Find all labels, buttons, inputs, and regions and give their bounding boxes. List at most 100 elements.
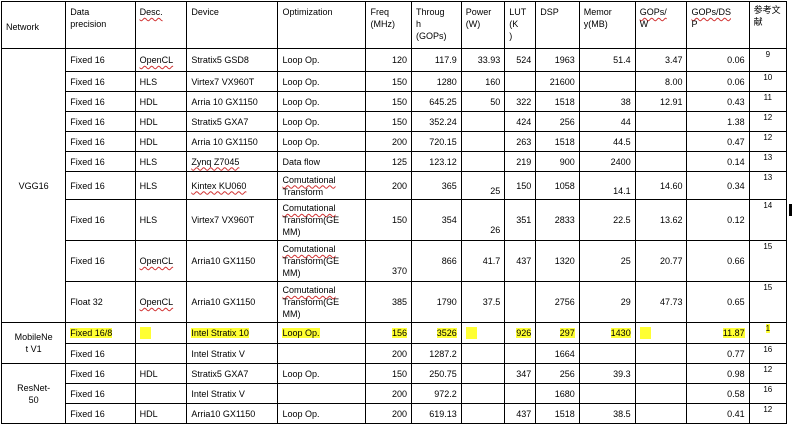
device-cell: Arria10 GX1150 [186,240,279,282]
device-cell: Arria 10 GX1150 [186,91,279,112]
table-row: Fixed 16 HLS Virtex7 VX960T Comutational… [2,199,788,241]
desc-cell: OpenCL [134,281,188,323]
dsp-cell: 2833 [535,199,580,241]
header-desc: Desc. [134,1,188,49]
header-optimization: Optimization [277,1,367,49]
gops-dsp-cell: 0.06 [686,71,750,92]
header-dsp: DSP [535,1,580,49]
throughput-cell: 1790 [411,281,462,323]
memory-cell: 29 [578,281,636,323]
optimization-cell: Loop Op. [277,111,367,132]
freq-cell: 150 [365,111,413,132]
gops-w-cell [634,363,688,384]
power-cell [460,403,506,424]
dsp-cell: 1680 [535,383,580,404]
ref-cell: 16 [748,383,788,404]
highlight-mark [465,327,477,340]
precision-cell: Fixed 16 [65,363,136,384]
desc-cell: HDL [134,403,188,424]
throughput-cell: 1280 [411,71,462,92]
header-memory: Memor y(MB) [578,1,636,49]
freq-cell: 120 [365,48,413,72]
desc-cell [134,322,188,344]
ref-cell: 12 [748,111,788,132]
dsp-cell: 900 [535,151,580,172]
precision-cell: Fixed 16 [65,171,136,200]
freq-cell: 200 [365,171,413,200]
network-cell-vgg16: VGG16 [0,48,67,323]
header-row: Network Data precision Desc. Device Optim… [0,1,788,49]
precision-cell: Fixed 16 [65,151,136,172]
lut-cell: 437 [504,240,537,282]
dsp-cell: 21600 [535,71,580,92]
lut-cell [504,383,537,404]
freq-cell: 150 [365,199,413,241]
dsp-cell: 2756 [535,281,580,323]
memory-cell: 2400 [578,151,636,172]
memory-cell: 25 [578,240,636,282]
table-row: Fixed 16 HDL Arria 10 GX1150 Loop Op. 20… [2,131,788,152]
gops-w-cell [634,403,688,424]
precision-cell: Fixed 16 [65,111,136,132]
lut-cell [504,281,537,323]
highlight-mark [139,327,151,340]
throughput-cell: 1287.2 [411,343,462,364]
desc-cell: OpenCL [134,48,188,72]
optimization-cell: Data flow [277,151,367,172]
desc-cell: HLS [134,199,188,241]
optimization-cell: Comutational Transform [277,171,367,200]
memory-cell [578,343,636,364]
gops-dsp-cell: 0.65 [686,281,750,323]
optimization-cell: Comutational Transform(GE MM) [277,199,367,241]
header-ref: 参考文献 [748,1,788,49]
gops-dsp-cell: 0.66 [686,240,750,282]
desc-cell: HDL [134,111,188,132]
lut-cell: 322 [504,91,537,112]
device-cell: Arria 10 GX1150 [186,131,279,152]
table-row: Fixed 16 Intel Stratix V 200 1287.2 1664… [2,343,788,364]
throughput-cell: 866 [411,240,462,282]
power-cell: 33.93 [460,48,506,72]
gops-dsp-cell: 0.14 [686,151,750,172]
header-network: Network [0,1,67,49]
dsp-cell: 1518 [535,403,580,424]
ref-cell: 12 [748,403,788,424]
lut-cell [504,71,537,92]
gops-dsp-cell: 0.41 [686,403,750,424]
dsp-cell: 1518 [535,91,580,112]
optimization-cell: Loop Op. [277,91,367,112]
desc-cell: HDL [134,131,188,152]
table-row: ResNet- 50 Fixed 16 HDL Stratix5 GXA7 Loo… [0,363,788,424]
throughput-cell: 619.13 [411,403,462,424]
table-row: Float 32 OpenCL Arria10 GX1150 Comutatio… [2,281,788,323]
memory-cell: 22.5 [578,199,636,241]
header-power: Power (W) [460,1,506,49]
table-row: VGG16 Fixed 16 OpenCL Stratix5 GSD8 Loop… [0,48,788,323]
power-cell: 160 [460,71,506,92]
power-cell: 50 [460,91,506,112]
freq-cell: 200 [365,131,413,152]
memory-cell: 44 [578,111,636,132]
lut-cell: 150 [504,171,537,200]
ref-cell: 1 [748,322,788,344]
power-cell: 26 [460,199,506,241]
optimization-cell: Comutational Transform(GE MM) [277,281,367,323]
throughput-cell: 365 [411,171,462,200]
precision-cell: Fixed 16 [65,343,136,364]
power-cell [460,151,506,172]
lut-cell: 926 [504,322,537,344]
throughput-cell: 645.25 [411,91,462,112]
optimization-cell: Loop Op. [277,403,367,424]
header-lut: LUT (K) [504,1,537,49]
ref-cell: 14 [748,199,788,241]
dsp-cell: 1518 [535,131,580,152]
optimization-cell: Loop Op. [277,131,367,152]
table-row: Fixed 16 OpenCL Arria10 GX1150 Comutatio… [2,240,788,282]
desc-cell: HDL [134,91,188,112]
gops-w-cell: 20.77 [634,240,688,282]
gops-dsp-cell: 0.58 [686,383,750,404]
lut-cell: 219 [504,151,537,172]
gops-w-cell [634,383,688,404]
precision-cell: Float 32 [65,281,136,323]
